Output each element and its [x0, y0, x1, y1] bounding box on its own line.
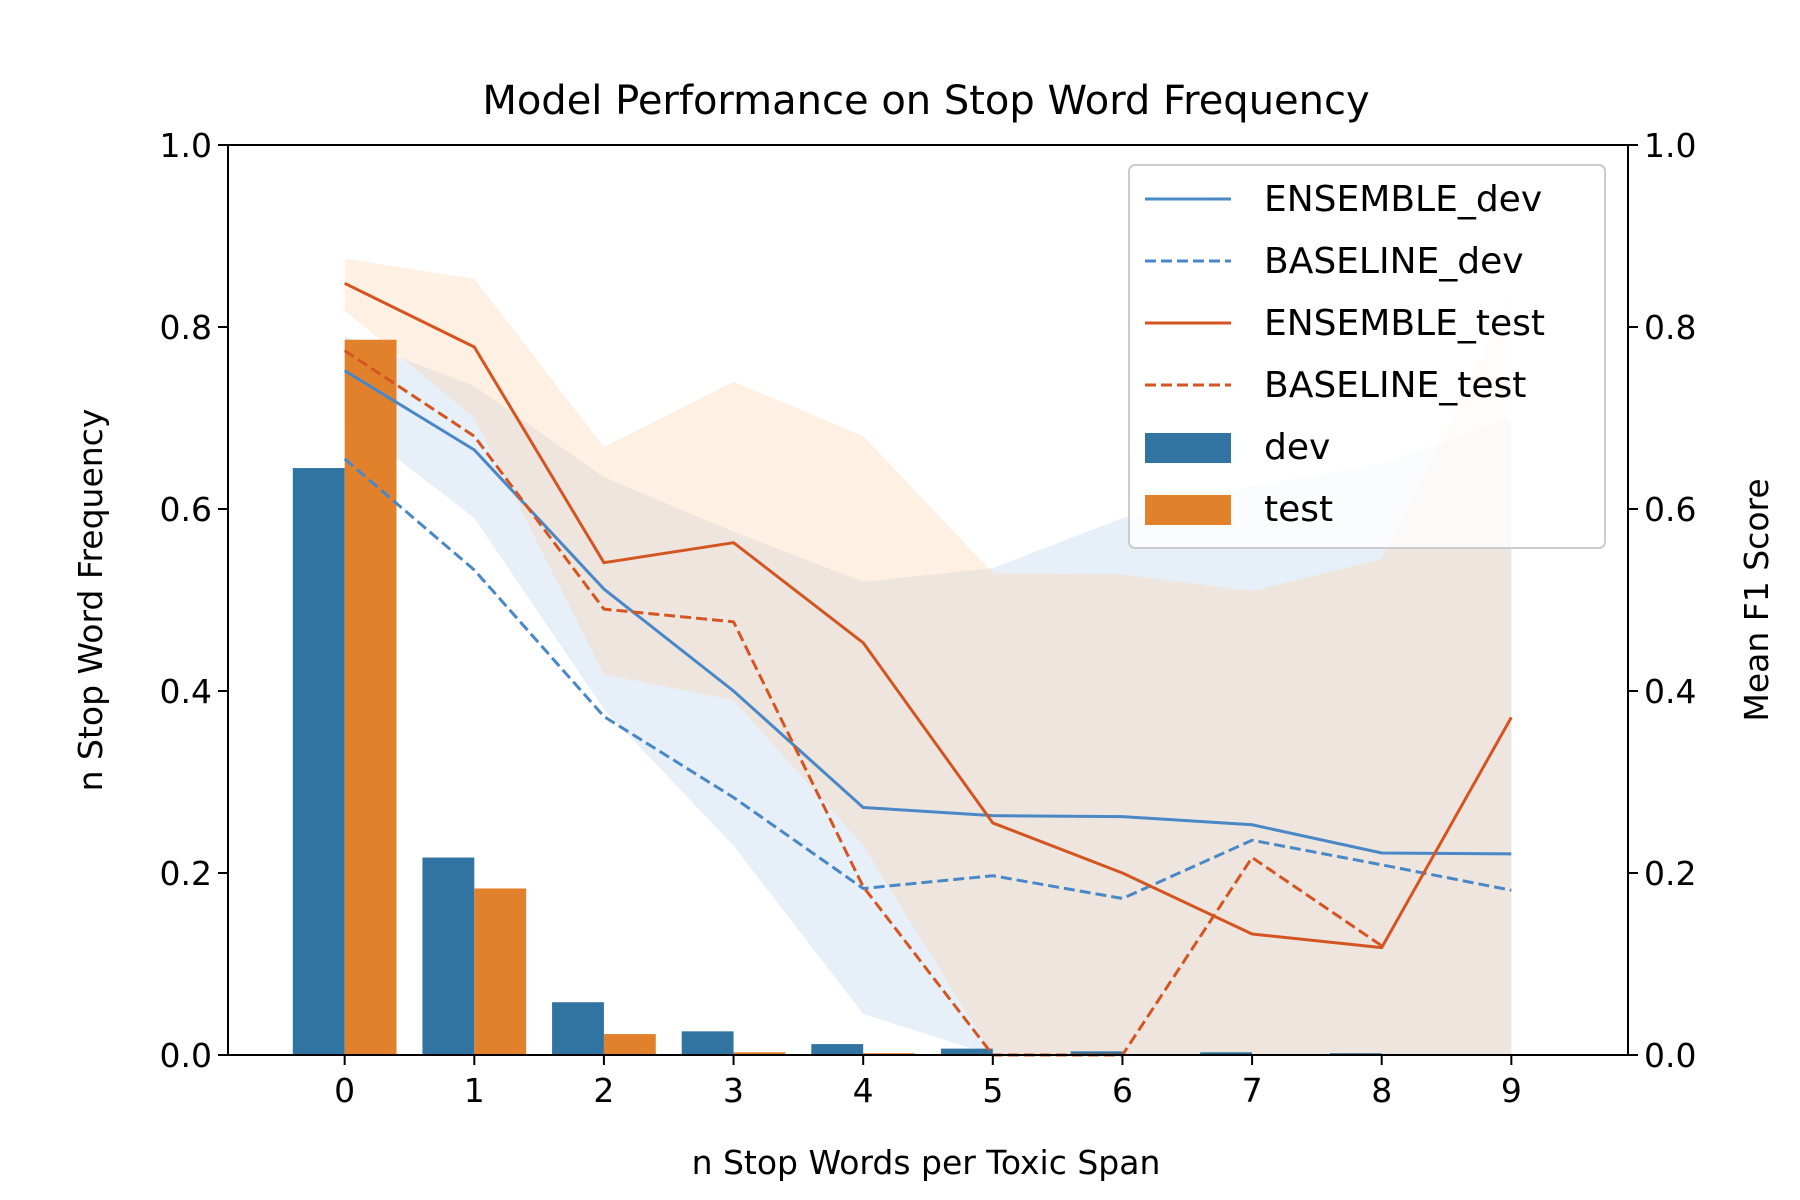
bar-dev-6 [1070, 1051, 1123, 1055]
bar-test-3 [733, 1052, 786, 1055]
bar-test-2 [603, 1034, 656, 1055]
legend-swatch-test [1145, 495, 1231, 525]
bar-dev-3 [681, 1031, 734, 1055]
legend-label-dev: dev [1264, 427, 1330, 468]
y-tick-label-right: 0.6 [1644, 490, 1696, 529]
y-tick-label-left: 0.0 [160, 1036, 212, 1075]
x-tick-label: 8 [1371, 1071, 1392, 1110]
x-tick-label: 1 [464, 1071, 485, 1110]
x-tick-label: 6 [1112, 1071, 1133, 1110]
line-ENSEMBLE_dev [343, 369, 1512, 856]
x-tick-label: 7 [1242, 1071, 1263, 1110]
y-axis-label-left: n Stop Word Frequency [71, 409, 110, 792]
x-tick-label: 9 [1501, 1071, 1522, 1110]
x-tick-label: 2 [593, 1071, 614, 1110]
legend-frame [1128, 164, 1606, 549]
y-tick-label-left: 0.4 [160, 672, 212, 711]
legend-label-ENSEMBLE_dev: ENSEMBLE_dev [1264, 179, 1542, 220]
x-tick-label: 3 [723, 1071, 744, 1110]
line-BASELINE_dev [343, 457, 1512, 900]
bar-dev-5 [940, 1048, 993, 1055]
line-group [343, 281, 1513, 1057]
y-tick-label-right: 0.4 [1644, 672, 1696, 711]
y-tick-label-left: 0.2 [160, 854, 212, 893]
y-tick-label-left: 0.8 [160, 308, 212, 347]
bar-group [292, 339, 1512, 1055]
y-tick-label-right: 0.8 [1644, 308, 1696, 347]
bar-test-1 [474, 888, 527, 1055]
legend-swatch-dev [1145, 433, 1231, 463]
bar-dev-7 [1200, 1052, 1253, 1055]
legend-label-test: test [1264, 489, 1333, 530]
y-tick-label-left: 1.0 [160, 126, 212, 165]
plot-frame [227, 144, 1629, 1056]
bar-dev-0 [292, 468, 345, 1055]
x-tick-label: 5 [982, 1071, 1003, 1110]
bar-dev-2 [552, 1002, 604, 1055]
y-tick-label-left: 0.6 [160, 490, 212, 529]
line-ENSEMBLE_test [344, 281, 1513, 950]
line-BASELINE_test [343, 349, 1383, 1057]
axes: 0.0 0.2 0.4 0.6 0.8 1.0 0.0 0.2 0.4 0.6 0.8 1.0 0 1 2 3… [160, 126, 1697, 1110]
y-axis-label-right: Mean F1 Score [1737, 478, 1776, 721]
chart-title: Model Performance on Stop Word Frequency [482, 78, 1369, 124]
y-tick-label-right: 0.2 [1644, 854, 1696, 893]
y-tick-label-right: 1.0 [1644, 126, 1696, 165]
legend-label-ENSEMBLE_test: ENSEMBLE_test [1264, 303, 1545, 344]
x-tick-label: 0 [334, 1071, 355, 1110]
x-tick-label: 4 [853, 1071, 874, 1110]
legend: ENSEMBLE_dev BASELINE_dev ENSEMBLE_test BAS… [1128, 164, 1606, 549]
y-tick-label-right: 0.0 [1644, 1036, 1696, 1075]
x-axis-label: n Stop Words per Toxic Span [692, 1143, 1161, 1182]
bar-test-0 [344, 339, 397, 1055]
legend-label-BASELINE_test: BASELINE_test [1264, 365, 1526, 406]
bar-dev-4 [811, 1044, 864, 1055]
legend-label-BASELINE_dev: BASELINE_dev [1264, 241, 1524, 282]
bar-dev-1 [422, 857, 475, 1055]
